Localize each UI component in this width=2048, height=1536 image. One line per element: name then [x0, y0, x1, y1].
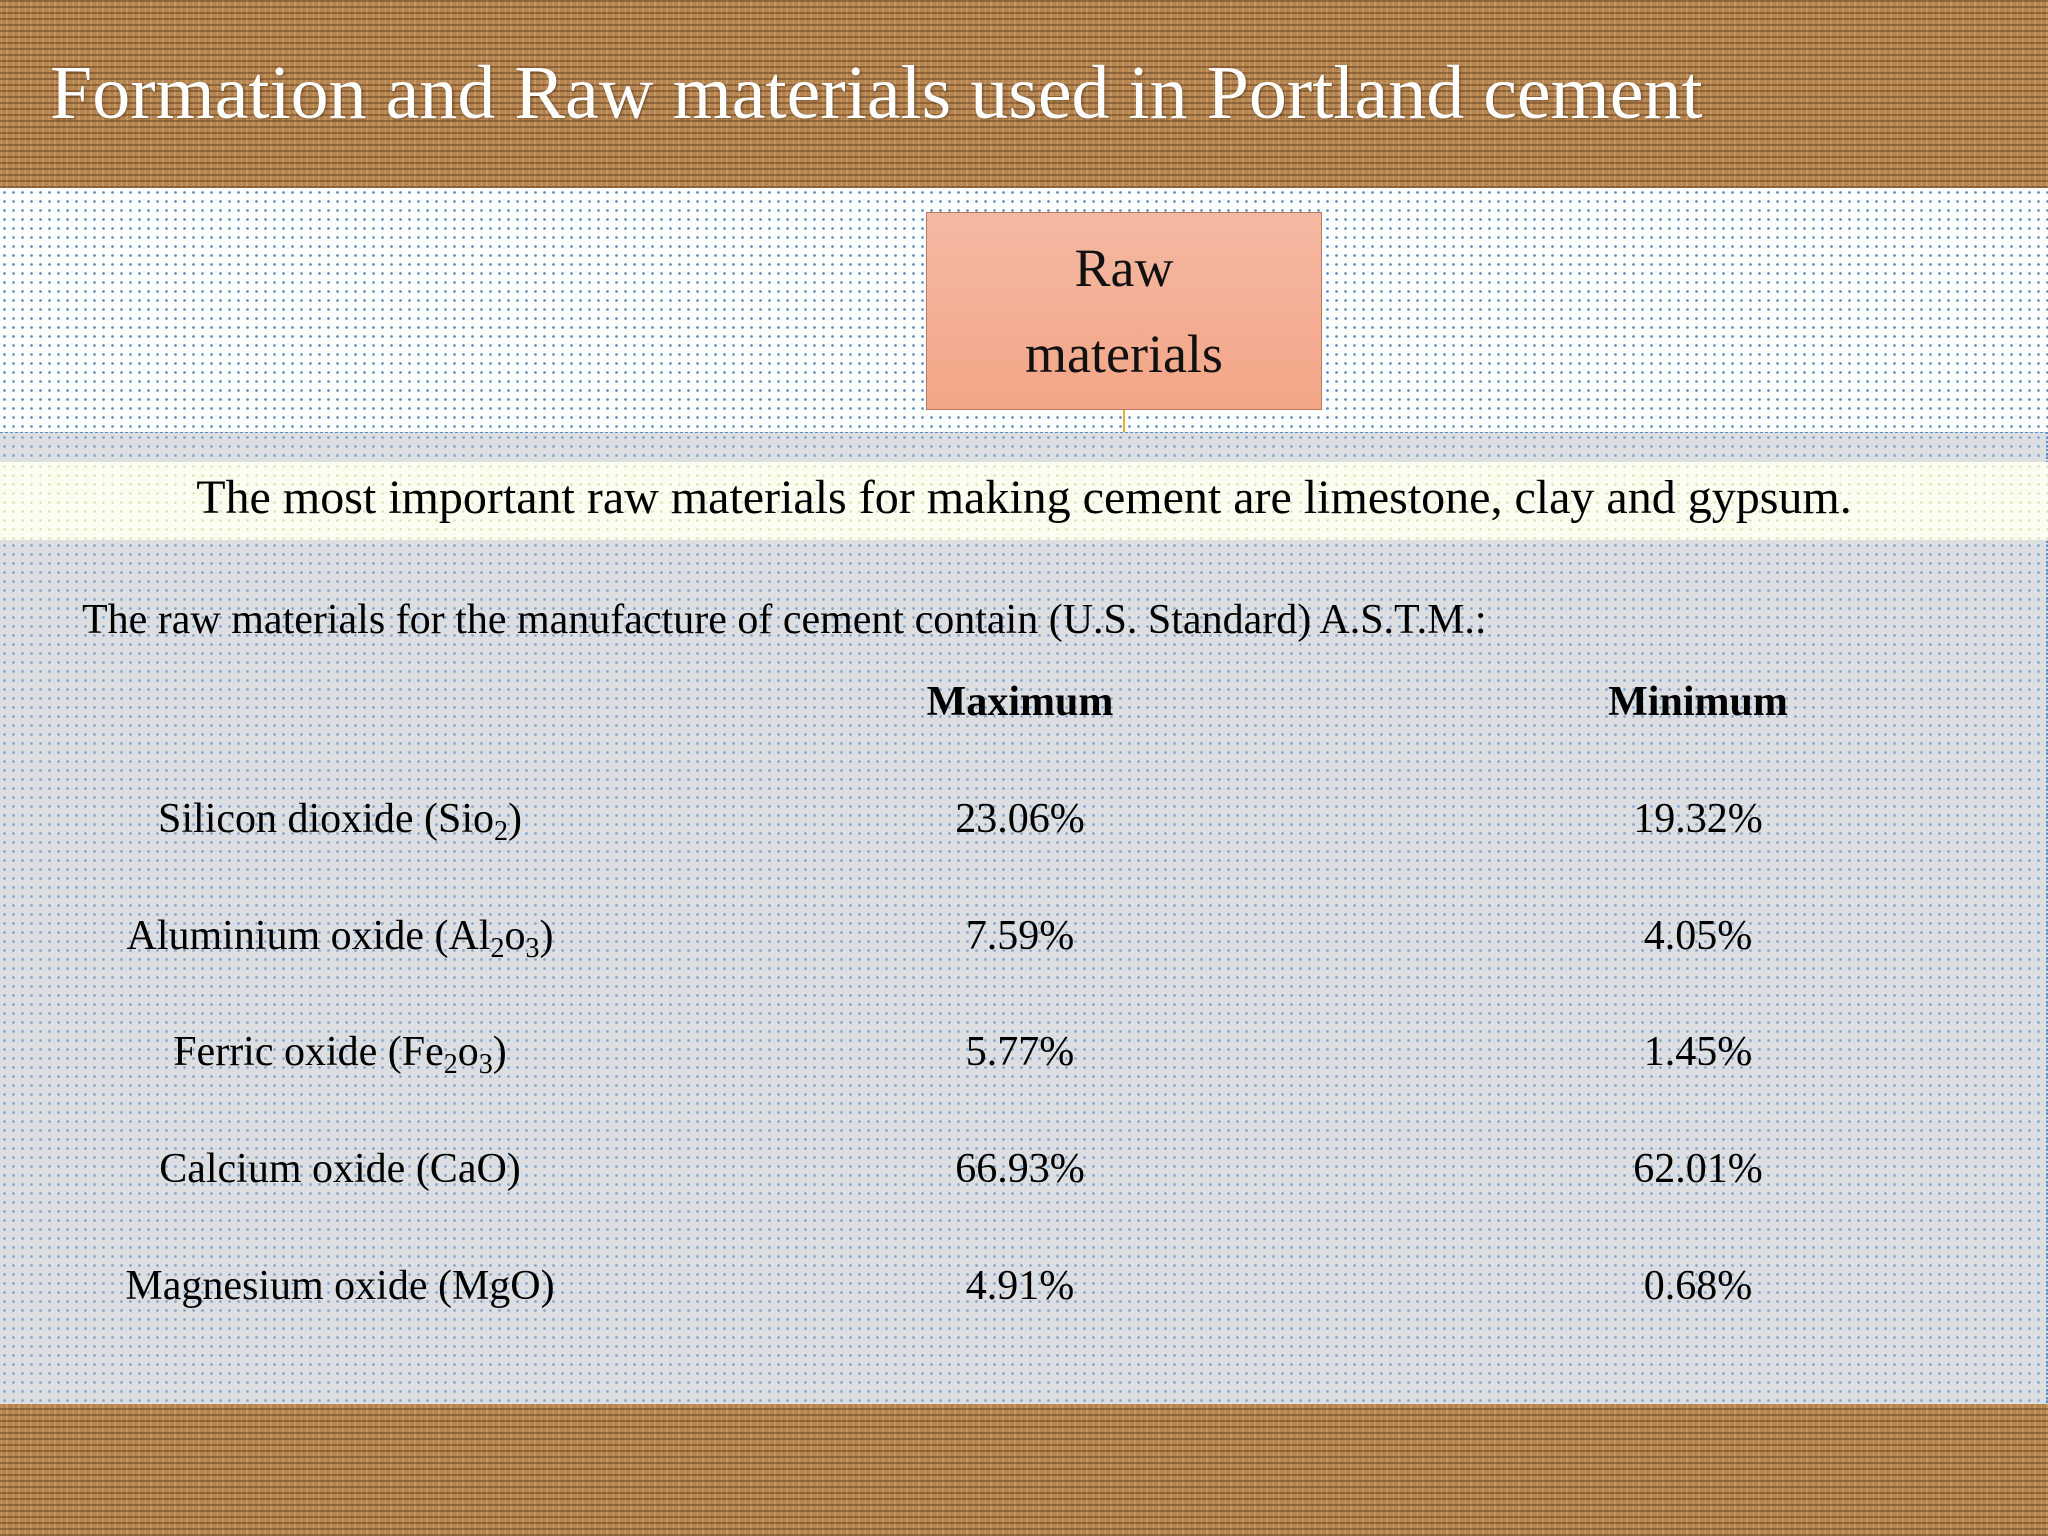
box-connector-line [1123, 410, 1125, 432]
compound-name-text: Ferric oxide (Fe [173, 1029, 444, 1075]
raw-materials-box: Raw materials [926, 212, 1322, 410]
table-row: Aluminium oxide (Al2o3) 7.59% 4.05% [0, 912, 2048, 972]
minimum-value: 0.68% [1643, 1263, 1753, 1309]
compound-name: Silicon dioxide (Sio2) [60, 795, 620, 846]
table-row: Magnesium oxide (MgO) 4.91% 0.68% [0, 1262, 2048, 1322]
slide-title: Formation and Raw materials used in Port… [50, 51, 1703, 135]
content-panel [0, 432, 2048, 1407]
top-burlap-band [0, 0, 2048, 188]
key-statement: The most important raw materials for mak… [196, 471, 1852, 524]
raw-materials-label: Raw materials [1025, 238, 1223, 384]
compound-name: Calcium oxide (CaO) [60, 1145, 620, 1193]
maximum-value: 7.59% [965, 913, 1075, 959]
compound-name: Aluminium oxide (Al2o3) [60, 912, 620, 963]
subscript: 3 [478, 1049, 493, 1080]
maximum-value: 4.91% [965, 1263, 1075, 1309]
table-row: Silicon dioxide (Sio2) 23.06% 19.32% [0, 795, 2048, 855]
minimum-value: 19.32% [1633, 796, 1763, 842]
minimum-value: 62.01% [1633, 1146, 1763, 1192]
table-row: Calcium oxide (CaO) 66.93% 62.01% [0, 1145, 2048, 1205]
bottom-burlap-band [0, 1404, 2048, 1536]
maximum-value: 5.77% [965, 1029, 1075, 1075]
compound-name-text: o [457, 1029, 479, 1075]
maximum-value: 66.93% [955, 1146, 1085, 1192]
column-header-minimum: Minimum [1608, 679, 1788, 725]
subscript: 3 [525, 933, 540, 964]
compound-name-text: ) [492, 1029, 507, 1075]
compound-name-text: Magnesium oxide (MgO) [125, 1263, 555, 1309]
column-header-maximum: Maximum [926, 679, 1114, 725]
compound-name-text: Calcium oxide (CaO) [159, 1146, 521, 1192]
compound-name-text: Silicon dioxide (Sio [158, 796, 494, 842]
compound-name-text: ) [508, 796, 522, 842]
statement-highlight [0, 462, 2048, 540]
table-row: Ferric oxide (Fe2o3) 5.77% 1.45% [0, 1028, 2048, 1088]
compound-name-text: ) [539, 913, 554, 959]
subscript: 2 [494, 816, 508, 847]
subscript: 2 [443, 1049, 458, 1080]
subscript: 2 [490, 933, 505, 964]
compound-name-text: o [504, 913, 526, 959]
compound-name-text: Aluminium oxide (Al [126, 913, 491, 959]
minimum-value: 1.45% [1643, 1029, 1753, 1075]
compound-name: Magnesium oxide (MgO) [60, 1262, 620, 1310]
maximum-value: 23.06% [955, 796, 1085, 842]
compound-name: Ferric oxide (Fe2o3) [60, 1028, 620, 1079]
minimum-value: 4.05% [1643, 913, 1753, 959]
intro-text: The raw materials for the manufacture of… [82, 597, 1487, 643]
